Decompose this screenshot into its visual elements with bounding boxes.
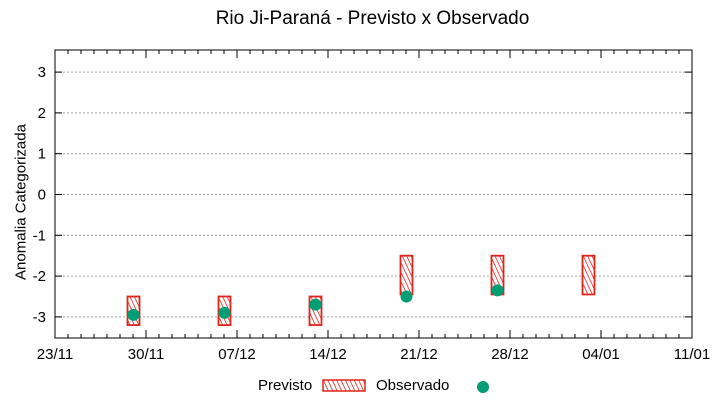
svg-text:21/12: 21/12 (400, 346, 438, 363)
svg-text:14/12: 14/12 (309, 346, 347, 363)
tick-labels: 3 2 1 0 -1 -2 -3 23/11 30/11 07/12 14/12 21/12 28/12… (33, 64, 711, 363)
svg-text:28/12: 28/12 (491, 346, 529, 363)
svg-text:07/12: 07/12 (218, 346, 256, 363)
svg-text:-1: -1 (33, 227, 46, 244)
axis-ticks (54, 50, 693, 338)
svg-text:1: 1 (38, 146, 46, 163)
legend-observado-label: Observado (376, 377, 450, 394)
svg-text:-3: -3 (33, 309, 46, 326)
legend-observado-marker (477, 381, 489, 393)
chart-title: Rio Ji-Paraná - Previsto x Observado (215, 8, 530, 29)
svg-text:23/11: 23/11 (37, 346, 73, 363)
legend-previsto-label: Previsto (258, 377, 313, 394)
legend-previsto-swatch (322, 379, 366, 392)
observado-points (127, 284, 504, 321)
previsto-boxes (126, 254, 596, 326)
svg-text:-2: -2 (33, 268, 46, 285)
svg-text:2: 2 (38, 105, 46, 122)
svg-text:3: 3 (38, 64, 46, 81)
svg-text:04/01: 04/01 (582, 346, 620, 363)
grid-lines (55, 71, 692, 318)
svg-text:11/01: 11/01 (674, 346, 710, 363)
svg-text:30/11: 30/11 (128, 346, 164, 363)
svg-text:0: 0 (38, 187, 46, 204)
